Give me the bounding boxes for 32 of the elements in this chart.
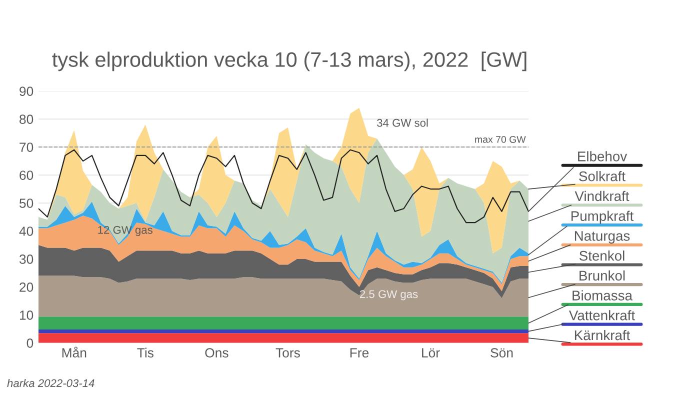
x-tick-label: Lör — [422, 348, 440, 358]
y-tick-label: 10 — [20, 310, 34, 320]
text: Elbehov — [578, 151, 628, 162]
text: Stenkol — [579, 250, 624, 261]
text: Solkraft — [579, 171, 626, 182]
text: Biomassa — [572, 290, 632, 300]
y-tick-label: 90 — [20, 86, 34, 96]
chart-title: tysk elproduktion vecka 10 (7-13 mars), 2022 [GW] — [52, 52, 526, 72]
text: harka 2022-03-14 — [7, 378, 94, 388]
text: Vattenkraft — [568, 310, 635, 320]
y-tick-label: 40 — [19, 226, 34, 236]
y-tick-label: 20 — [20, 282, 34, 292]
text: Kärnkraft — [574, 330, 630, 340]
ref-line-label: max 70 GW — [475, 136, 526, 143]
text: Vindkraft — [574, 190, 630, 202]
x-tick-label: Tis — [137, 348, 154, 358]
text: Pumpkraft — [571, 210, 634, 224]
text: Naturgas — [574, 231, 630, 244]
y-tick-label: 80 — [20, 114, 34, 124]
text: Brunkol — [580, 270, 625, 281]
x-tick-label: Fre — [350, 348, 369, 358]
x-tick-label: Tors — [276, 348, 300, 358]
y-tick-label: 50 — [19, 198, 34, 208]
y-tick-label: 70 — [20, 142, 34, 152]
y-tick-label: 60 — [20, 170, 34, 180]
y-tick-label: 30 — [19, 254, 34, 264]
x-tick-label: Mån — [62, 346, 86, 358]
y-tick-label: 0 — [26, 338, 34, 348]
annotation: 34 GW sol — [377, 118, 428, 127]
x-tick-label: Ons — [205, 348, 228, 358]
line-series — [38, 149, 528, 224]
x-tick-label: Sön — [490, 348, 513, 358]
